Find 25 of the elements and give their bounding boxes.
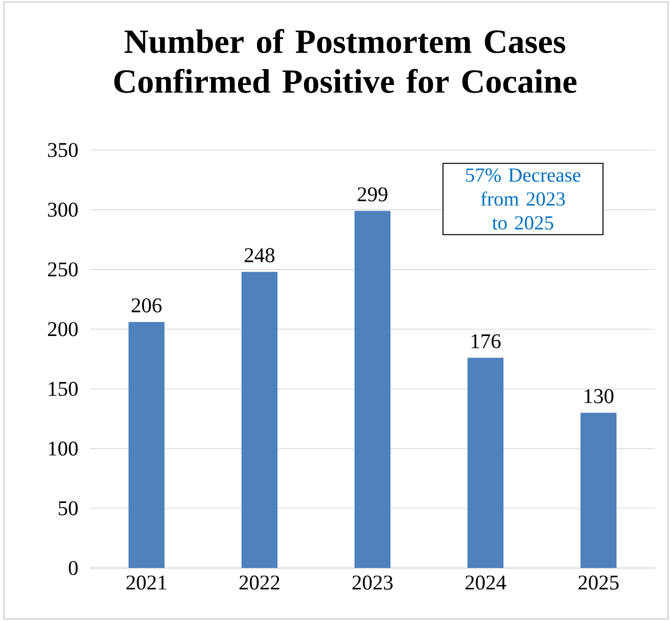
x-tick-label: 2025: [578, 576, 619, 590]
data-label: 299: [358, 187, 388, 202]
x-tick-label: 2022: [240, 576, 280, 590]
y-tick-label: 250: [48, 262, 78, 276]
y-tick-label: 0: [68, 560, 78, 576]
bar: [128, 322, 164, 568]
data-label: 248: [244, 248, 274, 262]
y-tick-label: 200: [48, 322, 78, 336]
y-tick-label: 300: [48, 202, 78, 217]
annotation: 57% Decrease from 2023 to 2025: [466, 168, 580, 230]
bar: [468, 358, 504, 568]
y-tick-label: 350: [48, 142, 78, 158]
x-tick-label: 2024: [466, 576, 506, 590]
bar: [242, 272, 278, 568]
y-tick-label: 150: [48, 382, 78, 396]
data-label: 176: [472, 334, 501, 348]
bar: [354, 210, 391, 568]
data-label: 130: [584, 389, 614, 404]
data-label: 206: [132, 298, 162, 312]
bar: [580, 412, 617, 568]
x-tick-label: 2023: [352, 576, 393, 590]
y-tick-label: 100: [48, 442, 78, 456]
chart-title: Number of Postmortem Cases Confirmed Positive for Cocaine: [114, 28, 576, 94]
y-tick-label: 50: [58, 501, 78, 516]
x-tick-label: 2021: [126, 576, 166, 590]
